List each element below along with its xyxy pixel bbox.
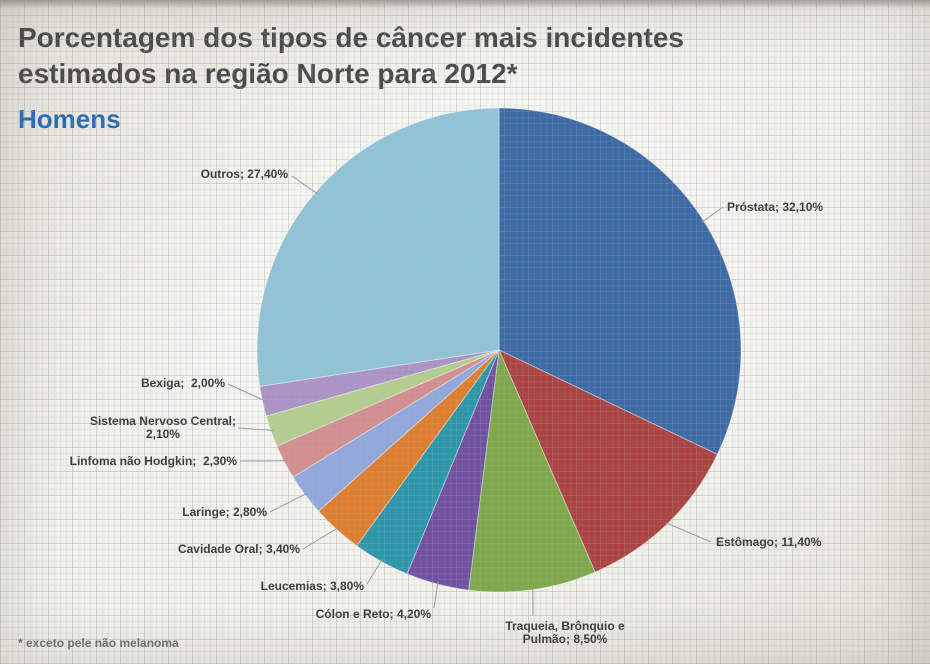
pie-slice-5 xyxy=(317,349,500,547)
slice-label-0: Próstata; 32,10% xyxy=(727,199,824,214)
footnote: * exceto pele não melanoma xyxy=(18,636,179,650)
pie-slice-10 xyxy=(256,107,500,387)
leader-line-9 xyxy=(227,383,266,402)
slice-label-4: Leucemias; 3,80% xyxy=(260,578,364,593)
pie-slice-7 xyxy=(276,349,500,478)
leader-line-8 xyxy=(237,427,274,431)
slice-label-8: Sistema Nervoso Central; 2,10% xyxy=(89,414,236,441)
slice-label-3: Cólon e Reto; 4,20% xyxy=(315,606,431,621)
slice-label-10: Outros; 27,40% xyxy=(200,166,288,181)
top-shadow-strip xyxy=(0,0,930,9)
slice-label-6: Laringe; 2,80% xyxy=(182,504,267,519)
slice-label-9: Bexiga; 2,00% xyxy=(140,375,225,390)
page-title-line1: Porcentagem dos tipos de câncer mais inc… xyxy=(18,22,684,53)
leader-line-4 xyxy=(366,558,383,585)
slice-label-7: Linfoma não Hodgkin; 2,30% xyxy=(69,453,237,468)
leader-line-3 xyxy=(433,581,439,609)
leader-line-10 xyxy=(291,175,318,195)
leader-line-1 xyxy=(665,522,712,543)
group-label-homens: Homens xyxy=(18,104,121,134)
leader-line-5 xyxy=(302,527,339,550)
slice-label-1: Estômago; 11,40% xyxy=(716,534,822,549)
leader-line-6 xyxy=(269,492,308,513)
pie-slice-1 xyxy=(498,348,718,573)
slice-label-5: Cavidade Oral; 3,40% xyxy=(177,541,300,556)
slice-label-2: Traqueia, Brônquio e Pulmão; 8,50% xyxy=(505,619,625,646)
leader-line-0 xyxy=(701,206,724,223)
pie-slice-8 xyxy=(265,349,500,447)
page-title-line2: estimados na região Norte para 2012* xyxy=(18,58,518,89)
pie-slice-9 xyxy=(259,349,500,417)
page-title: Porcentagem dos tipos de câncer mais inc… xyxy=(18,20,684,92)
